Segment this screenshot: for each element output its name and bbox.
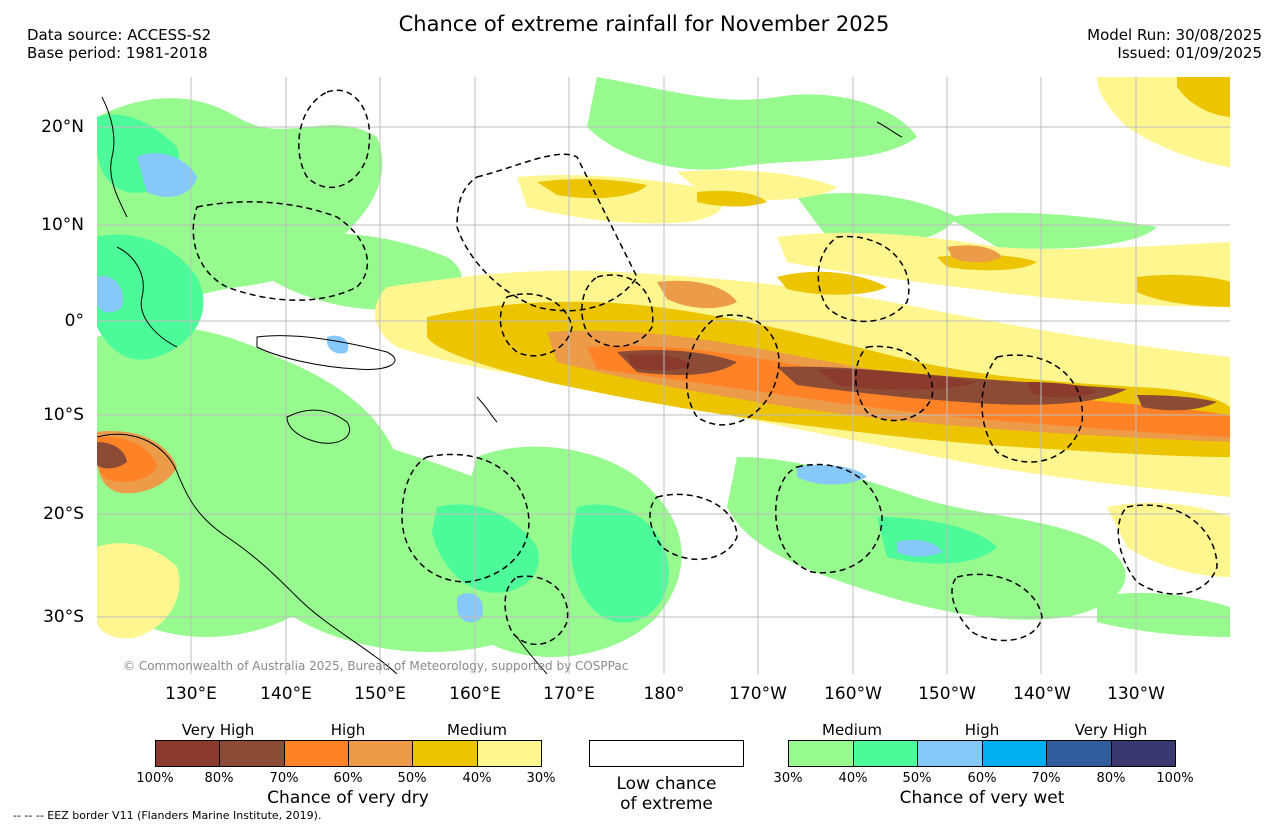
data-source-info: Data source: ACCESS-S2 Base period: 1981… (27, 26, 211, 62)
wet-tick: 60% (967, 771, 997, 786)
lat-label-30s: 30°S (43, 607, 84, 627)
dry-swatch-5 (477, 741, 541, 766)
model-run-info: Model Run: 30/08/2025 Issued: 01/09/2025 (1087, 26, 1262, 62)
issued-date-text: Issued: 01/09/2025 (1117, 44, 1262, 62)
rainfall-map (97, 77, 1230, 674)
dry-swatch-1 (220, 741, 285, 766)
lat-label-20s: 20°S (43, 504, 84, 524)
wet-tick: 30% (773, 771, 803, 786)
copyright-text: © Commonwealth of Australia 2025, Bureau… (123, 659, 629, 673)
wet-high-label: High (964, 721, 1000, 739)
dry-tick: 80% (204, 771, 234, 786)
wet-caption: Chance of very wet (899, 788, 1065, 808)
low-chance-line1: Low chance (616, 774, 717, 794)
lat-label-equator: 0° (64, 311, 84, 331)
lon-label-180: 180° (643, 684, 685, 704)
lon-label-160e: 160°E (449, 684, 501, 704)
dry-tick: 60% (333, 771, 363, 786)
wet-very-high-label: Very High (1074, 721, 1148, 739)
wet-swatch-5 (1111, 741, 1175, 766)
low-chance-swatch (589, 740, 744, 767)
lat-label-20n: 20°N (41, 117, 84, 137)
wet-tick: 40% (838, 771, 868, 786)
dry-caption: Chance of very dry (267, 788, 429, 808)
wet-tick: 100% (1156, 771, 1194, 786)
lon-label-130w: 130°W (1107, 684, 1165, 704)
model-run-text: Model Run: 30/08/2025 (1087, 26, 1262, 44)
base-period-text: Base period: 1981-2018 (27, 44, 208, 62)
data-source-text: Data source: ACCESS-S2 (27, 26, 212, 44)
wet-swatch-1 (853, 741, 918, 766)
wet-tick: 80% (1096, 771, 1126, 786)
map-title: Chance of extreme rainfall for November … (398, 12, 890, 36)
low-chance-line2: of extreme (620, 794, 713, 814)
lon-label-130e: 130°E (165, 684, 217, 704)
lon-label-150e: 150°E (354, 684, 406, 704)
wet-swatch-0 (789, 741, 854, 766)
low-chance-label: Low chance of extreme (589, 774, 744, 814)
map-gridlines (97, 77, 1230, 674)
wet-tick: 70% (1031, 771, 1061, 786)
wet-medium-label: Medium (822, 721, 882, 739)
lon-label-170w: 170°W (729, 684, 787, 704)
dry-tick: 70% (269, 771, 299, 786)
map-canvas (97, 77, 1230, 674)
wet-40-field (97, 114, 997, 623)
wet-swatch-2 (918, 741, 983, 766)
dry-swatch-0 (156, 741, 221, 766)
dry-swatch-3 (348, 741, 414, 766)
dry-high-label: High (330, 721, 366, 739)
wet-medium-field (97, 77, 1230, 657)
wet-swatch-4 (1047, 741, 1112, 766)
lon-label-170e: 170°E (543, 684, 595, 704)
lat-label-10s: 10°S (43, 405, 84, 425)
dry-tick: 50% (397, 771, 427, 786)
dry-medium-label: Medium (447, 721, 507, 739)
eez-borders (192, 89, 1218, 646)
lon-label-140e: 140°E (260, 684, 312, 704)
dry-tick: 40% (462, 771, 492, 786)
dry-swatch-4 (413, 741, 478, 766)
dry-tick: 100% (136, 771, 174, 786)
wet-tick: 50% (902, 771, 932, 786)
dry-very-high-label: Very High (181, 721, 255, 739)
dry-80-field (627, 354, 1097, 398)
wet-swatch-3 (982, 741, 1047, 766)
wet-colorbar (788, 740, 1176, 767)
coastlines (97, 96, 903, 674)
dry-swatch-2 (284, 741, 349, 766)
lon-label-140w: 140°W (1013, 684, 1071, 704)
eez-footnote: -- -- -- EEZ border V11 (Flanders Marine… (13, 809, 322, 822)
lon-label-150w: 150°W (918, 684, 976, 704)
wet-50-field (97, 153, 942, 623)
lat-label-10n: 10°N (41, 215, 84, 235)
dry-tick: 30% (526, 771, 556, 786)
dry-colorbar (155, 740, 542, 767)
lon-label-160w: 160°W (824, 684, 882, 704)
